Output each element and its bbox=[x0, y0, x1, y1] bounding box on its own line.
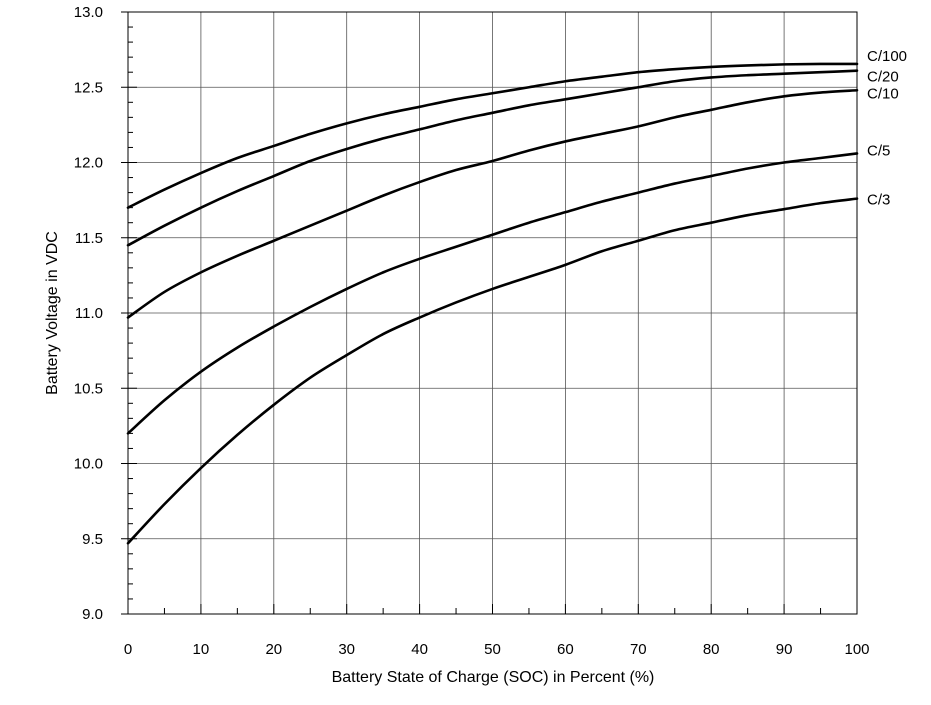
y-tick-label: 10.0 bbox=[74, 456, 103, 473]
x-tick-label: 10 bbox=[193, 641, 210, 658]
y-tick-label: 10.5 bbox=[74, 380, 103, 397]
series-layer bbox=[126, 62, 859, 545]
x-tick-label: 20 bbox=[265, 641, 282, 658]
x-tick-label: 60 bbox=[557, 641, 574, 658]
y-tick-label: 12.5 bbox=[74, 79, 103, 96]
series-labels: C/100 C/20C/10 C/5 C/3 bbox=[867, 48, 907, 209]
y-tick-label: 11.0 bbox=[75, 305, 103, 322]
y-tick-label: 13.0 bbox=[74, 4, 103, 21]
y-axis-title: Battery Voltage in VDC bbox=[44, 231, 61, 395]
x-tick-label: 50 bbox=[484, 641, 501, 658]
x-tick-label: 100 bbox=[844, 641, 869, 658]
x-tick-label: 0 bbox=[124, 641, 132, 658]
series-label-c-100: C/100 bbox=[867, 48, 907, 65]
x-tick-labels: 0 10 20 30 40 50 60 70 80 90 100 bbox=[124, 641, 870, 658]
series-line-c-5 bbox=[126, 152, 859, 435]
plot-frame bbox=[127, 11, 858, 615]
series-label-c-5: C/5 bbox=[867, 142, 890, 159]
x-tick-label: 80 bbox=[703, 641, 720, 658]
x-tick-label: 90 bbox=[776, 641, 793, 658]
x-tick-label: 30 bbox=[338, 641, 355, 658]
x-tick-label: 70 bbox=[630, 641, 647, 658]
y-tick-label: 9.5 bbox=[82, 531, 103, 548]
x-axis-title: Battery State of Charge (SOC) in Percent… bbox=[332, 669, 655, 686]
series-line-c-20 bbox=[126, 69, 859, 247]
y-tick-label: 11.5 bbox=[75, 230, 103, 247]
grid-layer bbox=[128, 12, 857, 614]
series-line-c-10 bbox=[126, 88, 859, 319]
series-label-c-10: C/10 bbox=[867, 85, 899, 102]
series-label-c-3: C/3 bbox=[867, 192, 890, 209]
y-tick-labels: 9.0 9.5 10.0 10.5 11.0 11.5 12.0 12.5 13.0 bbox=[74, 4, 103, 623]
x-tick-label: 40 bbox=[411, 641, 428, 658]
y-tick-label: 12.0 bbox=[74, 155, 103, 172]
series-line-c-100 bbox=[126, 62, 859, 209]
series-label-c-20: C/20 bbox=[867, 69, 899, 86]
series-line-c-3 bbox=[126, 197, 859, 545]
y-tick-label: 9.0 bbox=[82, 606, 103, 623]
